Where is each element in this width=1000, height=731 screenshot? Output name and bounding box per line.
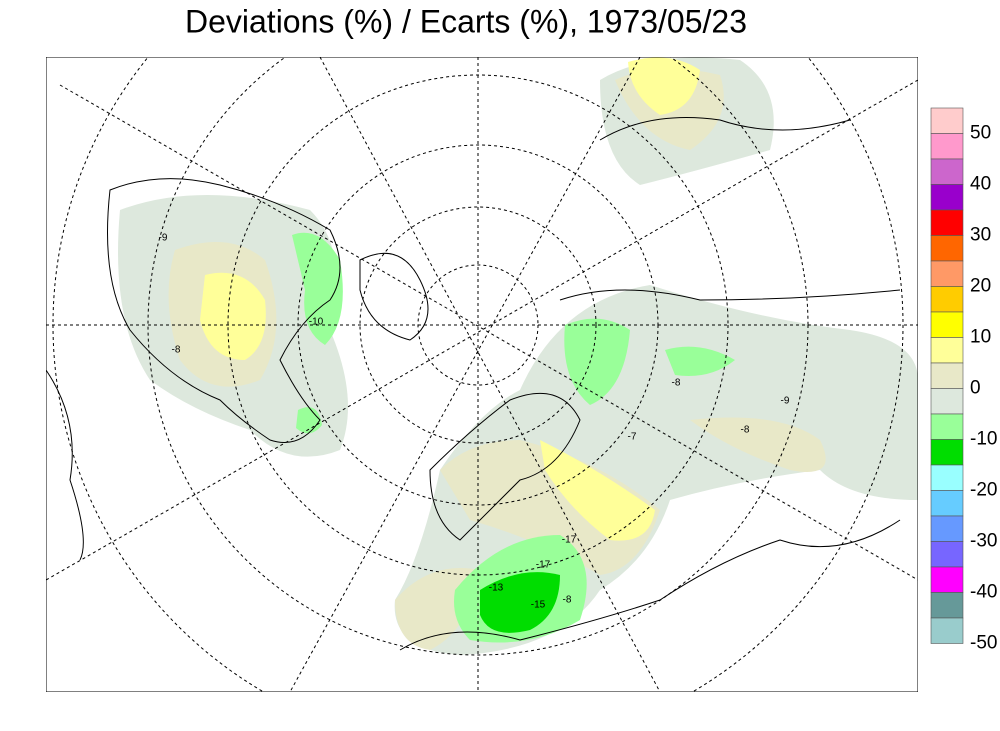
map-area: -9 -8 -10 -8 -9 -7 -8 -13 -17 -15 -17 -8	[46, 57, 918, 692]
legend-swatch	[930, 286, 964, 313]
legend-swatch	[930, 413, 964, 440]
legend-label: -10	[970, 429, 997, 450]
legend-label: 40	[970, 174, 991, 195]
contour-area	[292, 232, 343, 345]
graticule	[46, 57, 918, 692]
legend-swatch	[930, 311, 964, 338]
legend-label: -40	[970, 582, 997, 603]
contour-area	[665, 346, 735, 376]
legend-swatch	[930, 209, 964, 236]
legend-swatch	[930, 439, 964, 466]
contour-label: -15	[531, 600, 546, 611]
contour-area	[540, 440, 655, 541]
legend-swatch	[930, 235, 964, 262]
legend: 50 40 30 20 10 0 -10 -20 -30 -40 -50	[930, 107, 997, 654]
legend-swatch	[930, 617, 964, 644]
legend-label: 0	[970, 378, 981, 399]
legend-swatch	[930, 133, 964, 160]
legend-swatch	[930, 566, 964, 593]
chart-title: Deviations (%) / Ecarts (%), 1973/05/23	[185, 3, 747, 39]
legend-label: -20	[970, 480, 997, 501]
contour-label: -9	[159, 233, 168, 244]
contour-label: -10	[309, 317, 324, 328]
contour-label: -13	[489, 583, 504, 594]
coastline	[46, 117, 901, 651]
legend-swatch	[930, 362, 964, 389]
legend-swatch	[930, 337, 964, 364]
contour-labels: -9 -8 -10 -8 -9 -7 -8 -13 -17 -15 -17 -8	[159, 233, 790, 611]
contour-label: -7	[628, 432, 637, 443]
legend-swatch	[930, 490, 964, 517]
legend-swatch	[930, 464, 964, 491]
contour-label: -8	[172, 345, 181, 356]
legend-swatch	[930, 388, 964, 415]
contour-label: -8	[563, 595, 572, 606]
legend-label: -30	[970, 531, 997, 552]
legend-swatch	[930, 107, 964, 134]
legend-swatch	[930, 541, 964, 568]
legend-label: 20	[970, 276, 991, 297]
contour-area	[628, 57, 700, 115]
contour-label: -8	[741, 425, 750, 436]
contour-area	[480, 572, 560, 633]
legend-swatch	[930, 260, 964, 287]
contour-label: -17	[562, 535, 577, 546]
legend-swatch	[930, 158, 964, 185]
legend-label: 30	[970, 225, 991, 246]
legend-swatch	[930, 184, 964, 211]
legend-label: 10	[970, 327, 991, 348]
legend-label: 50	[970, 123, 991, 144]
contour-area	[200, 272, 266, 360]
contour-area	[690, 417, 826, 472]
legend-swatch	[930, 592, 964, 619]
contour-label: -9	[781, 396, 790, 407]
legend-swatch	[930, 515, 964, 542]
contour-label: -8	[672, 378, 681, 389]
contour-label: -17	[536, 560, 551, 571]
contour-area	[440, 440, 660, 575]
legend-label: -50	[970, 633, 997, 654]
